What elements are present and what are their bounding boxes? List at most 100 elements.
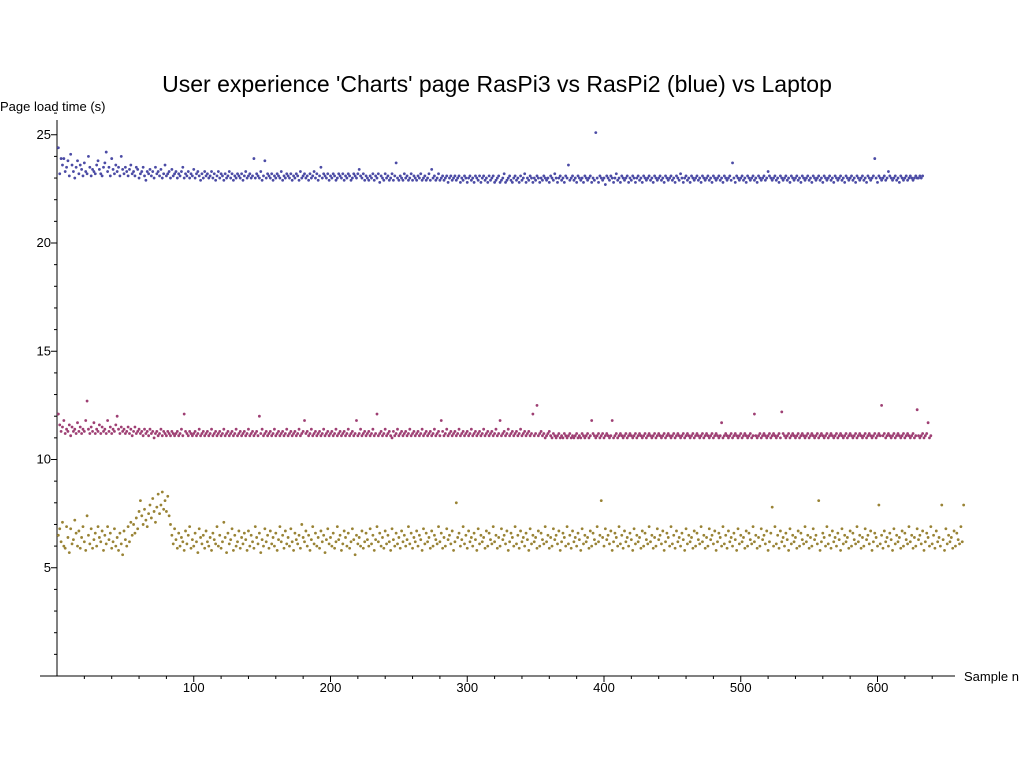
data-point	[100, 174, 104, 178]
data-point	[337, 538, 341, 542]
data-point	[244, 538, 248, 542]
data-point	[917, 176, 920, 180]
data-point	[523, 544, 527, 548]
data-point	[437, 172, 440, 176]
data-point	[463, 174, 466, 178]
data-point	[863, 432, 867, 435]
data-point	[833, 174, 837, 178]
data-point	[186, 434, 190, 438]
data-point	[405, 434, 409, 438]
data-point	[932, 533, 935, 537]
data-point	[558, 174, 562, 178]
data-point	[102, 429, 105, 433]
data-point	[691, 176, 695, 180]
data-point	[861, 436, 864, 440]
data-point	[180, 536, 183, 539]
data-point	[189, 546, 193, 550]
data-point	[753, 540, 756, 544]
data-point	[591, 432, 595, 435]
data-point	[178, 544, 182, 548]
data-point	[543, 525, 547, 529]
data-point	[650, 533, 654, 537]
data-point	[891, 178, 894, 182]
data-point	[798, 436, 801, 440]
data-point	[575, 180, 579, 184]
data-point	[639, 546, 643, 550]
data-point	[747, 531, 751, 535]
data-point	[442, 178, 446, 182]
data-point	[696, 178, 700, 182]
data-point	[636, 540, 640, 544]
data-point	[378, 531, 382, 535]
data-point	[527, 549, 531, 552]
data-point	[722, 174, 726, 178]
data-point	[617, 525, 621, 529]
data-point	[569, 436, 573, 440]
data-point	[956, 538, 960, 542]
data-point	[151, 429, 155, 433]
data-point	[896, 432, 900, 435]
data-point	[136, 429, 140, 433]
data-point	[910, 533, 914, 537]
data-point	[275, 432, 279, 435]
data-point	[542, 174, 546, 178]
data-point	[348, 434, 352, 438]
data-point	[498, 180, 502, 184]
data-point	[308, 172, 312, 176]
data-point	[657, 538, 661, 542]
data-point	[226, 531, 230, 535]
data-point	[837, 538, 841, 542]
data-point	[772, 432, 775, 435]
data-point	[610, 176, 614, 180]
data-point	[731, 544, 734, 548]
data-point	[832, 436, 836, 440]
data-point	[835, 432, 838, 435]
data-point	[122, 427, 126, 431]
data-point	[211, 531, 215, 535]
data-point	[737, 178, 741, 182]
data-point	[737, 542, 741, 546]
data-point	[634, 180, 637, 184]
data-point	[889, 538, 893, 542]
data-point	[364, 174, 368, 178]
data-point	[475, 549, 479, 552]
data-point	[288, 432, 291, 435]
data-point	[584, 434, 588, 438]
data-point	[748, 178, 752, 182]
data-point	[303, 419, 306, 422]
data-point	[952, 529, 956, 533]
data-point	[409, 172, 413, 176]
data-point	[319, 529, 323, 533]
data-point	[114, 163, 118, 167]
data-point	[110, 546, 114, 550]
data-point	[878, 434, 882, 438]
data-point	[562, 432, 566, 435]
data-point	[876, 434, 879, 438]
data-point	[746, 174, 749, 178]
data-point	[103, 161, 107, 165]
data-point	[293, 176, 297, 180]
data-point	[87, 533, 90, 537]
data-point	[162, 507, 166, 511]
data-point	[327, 434, 331, 438]
data-point	[712, 542, 715, 546]
data-point	[368, 434, 372, 438]
data-point	[192, 544, 196, 548]
data-point	[843, 533, 847, 537]
data-point	[825, 178, 829, 182]
data-point	[275, 172, 279, 176]
data-point	[145, 429, 149, 433]
data-point	[74, 531, 78, 535]
data-point	[859, 176, 863, 180]
data-point	[237, 432, 241, 435]
data-point	[811, 434, 815, 438]
data-point	[318, 429, 321, 433]
data-point	[114, 423, 118, 427]
data-point	[536, 529, 540, 533]
data-point	[327, 178, 331, 182]
data-point	[497, 432, 501, 435]
data-point	[713, 176, 717, 180]
data-point	[543, 436, 547, 440]
data-point	[962, 503, 966, 507]
data-point	[478, 429, 481, 433]
